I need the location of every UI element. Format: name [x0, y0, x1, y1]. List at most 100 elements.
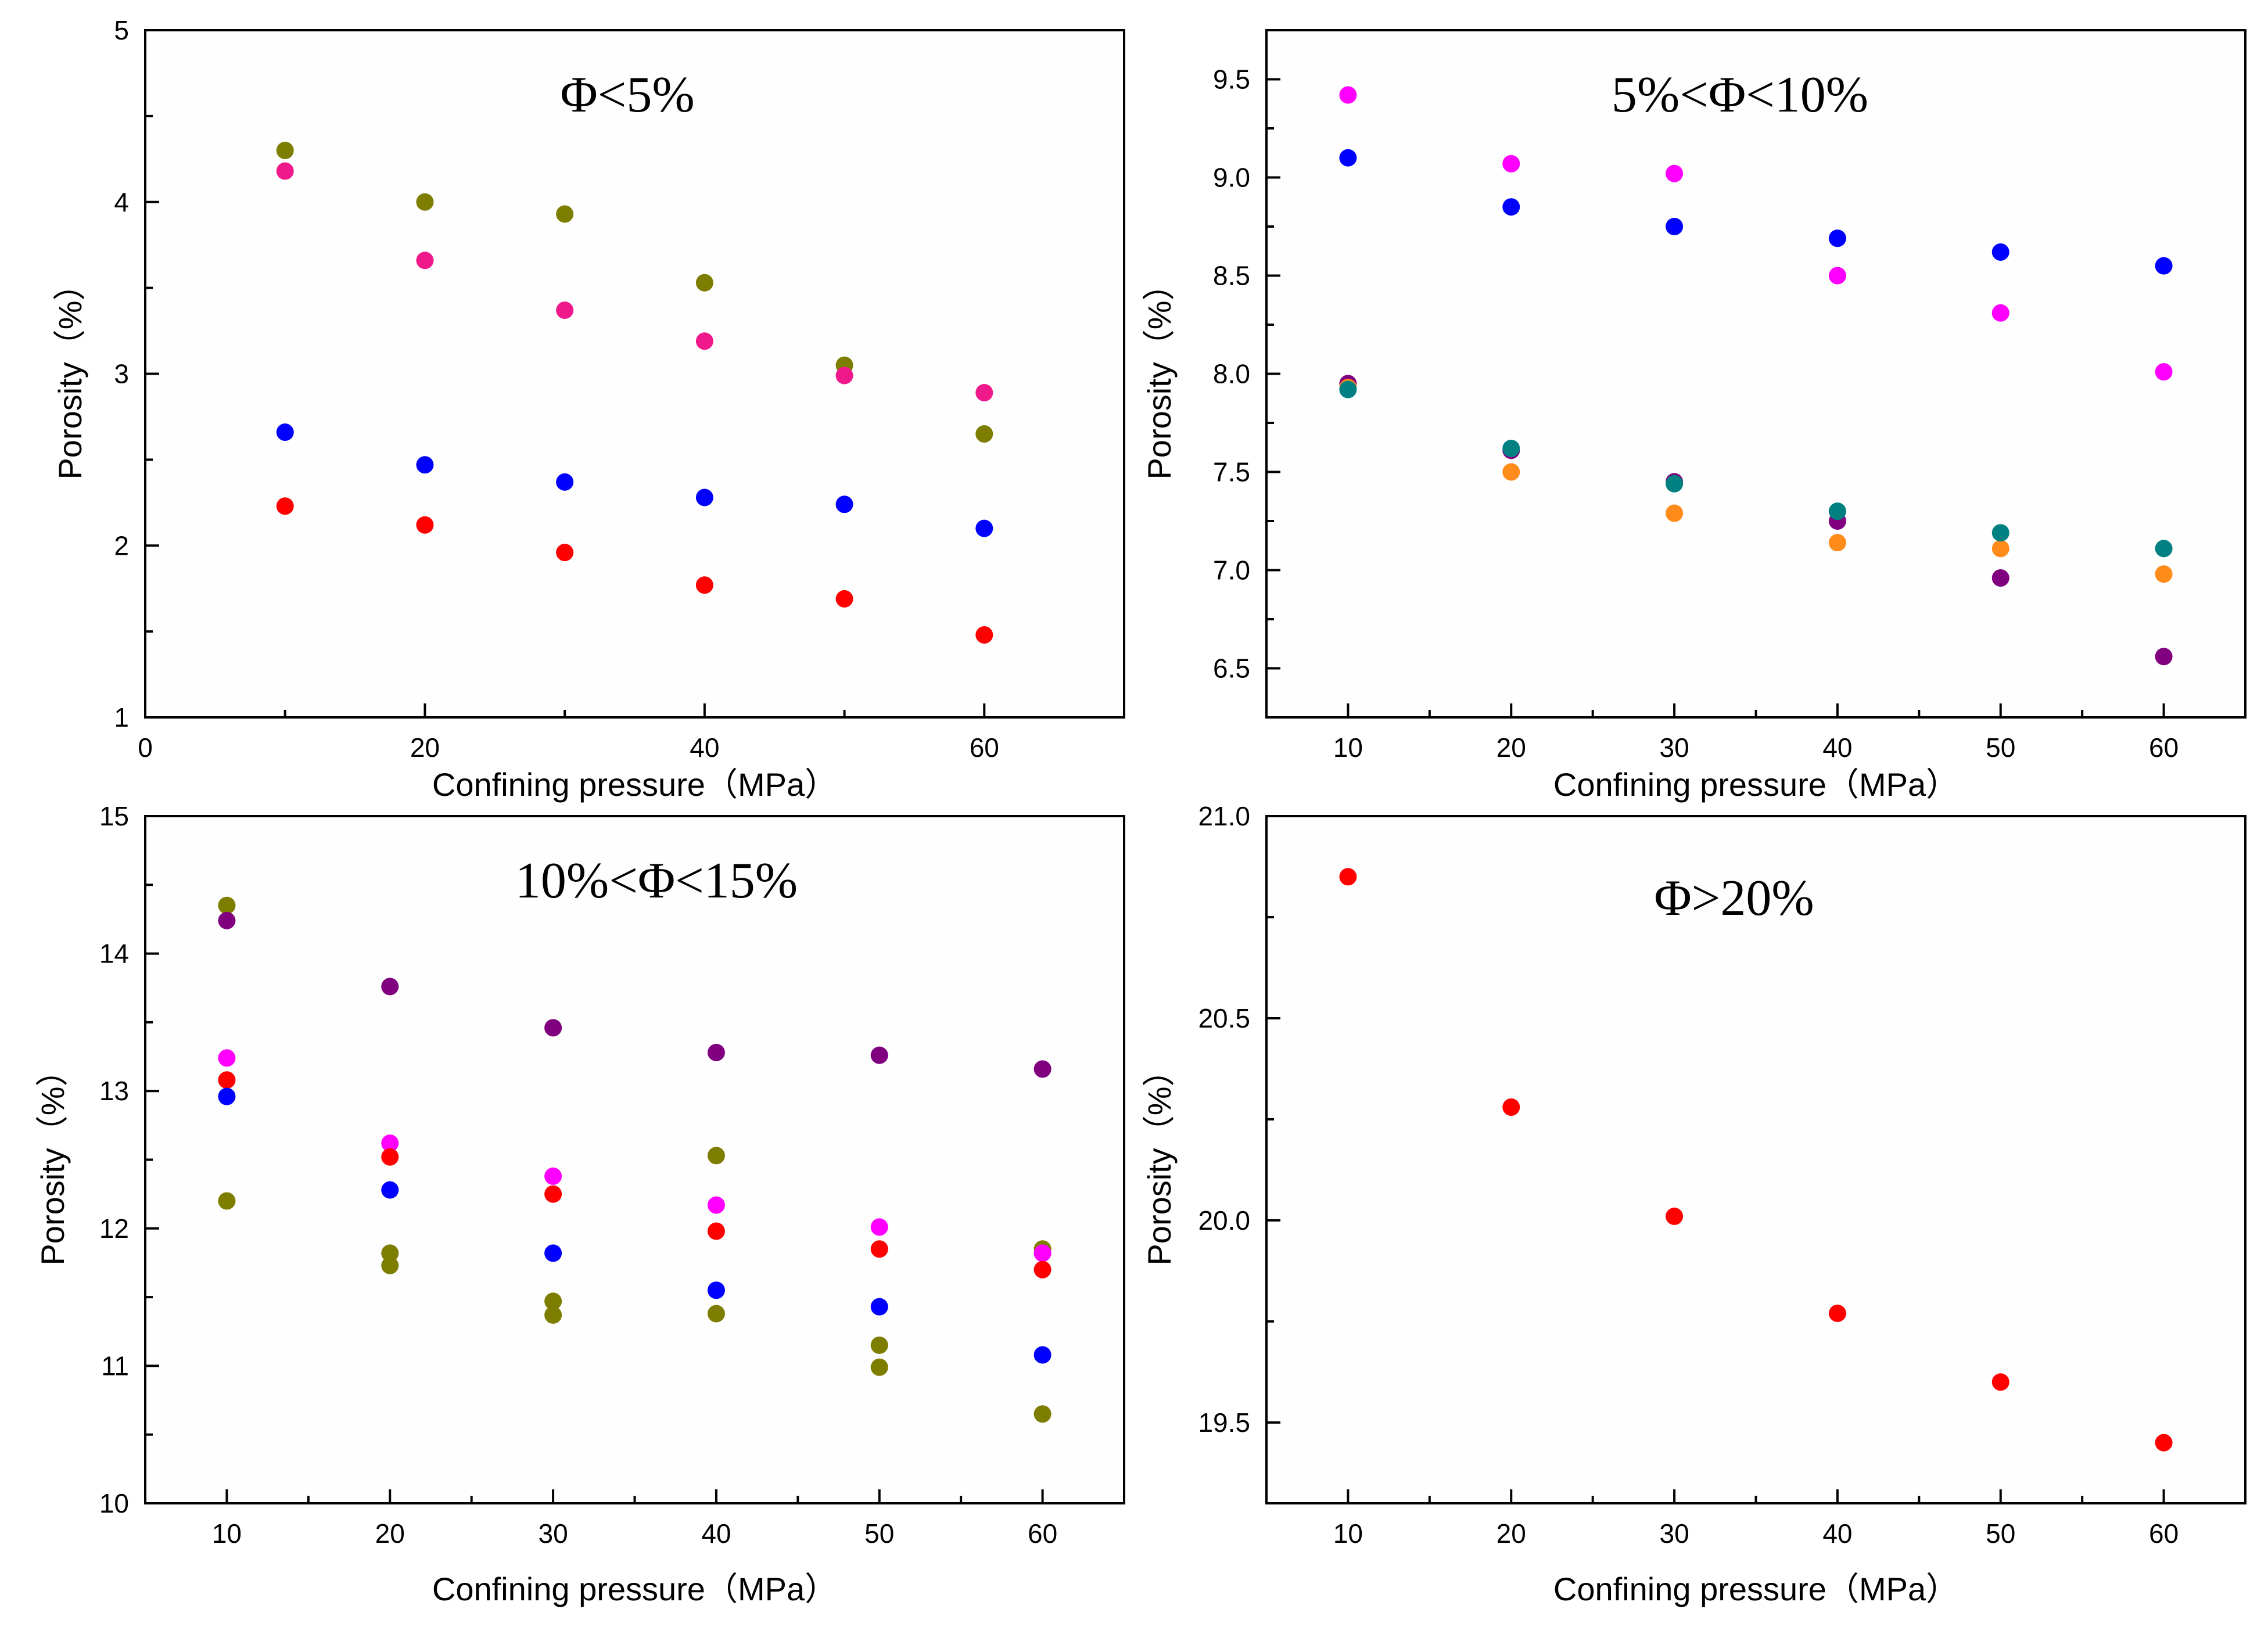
- x-tick-label: 60: [1028, 1518, 1057, 1549]
- data-point-teal: [1666, 475, 1684, 493]
- y-tick-label: 8.0: [1213, 359, 1250, 389]
- x-tick-label: 30: [1659, 1518, 1689, 1549]
- data-point-magenta: [1991, 304, 2009, 322]
- x-tick-label: 40: [690, 732, 719, 763]
- data-point-olive-1: [707, 1147, 725, 1165]
- data-point-red: [544, 1185, 562, 1203]
- point-layer: [1339, 86, 2173, 666]
- data-point-red: [870, 1240, 888, 1258]
- x-tick-label: 60: [970, 732, 999, 763]
- x-tick-label: 0: [138, 732, 153, 763]
- data-point-orange: [1991, 540, 2009, 558]
- y-tick-label: 2: [114, 530, 129, 561]
- y-tick-label: 10: [99, 1488, 129, 1518]
- data-point-pink: [276, 162, 294, 180]
- x-axis-title: Confining pressure（MPa）: [1553, 1571, 1958, 1607]
- plot-frame: [144, 815, 1125, 1504]
- x-tick-label: 40: [1822, 732, 1852, 763]
- tick-layer: 10 20 30 40 50 60 6.5 7.0 7.5 8.0 8.5 9.0 9.5: [1213, 64, 2179, 763]
- data-point-teal: [2155, 540, 2173, 558]
- y-tick-label: 7.0: [1213, 555, 1250, 586]
- x-tick-label: 20: [1497, 732, 1526, 763]
- y-tick-label: 7.5: [1213, 457, 1250, 487]
- panel-title: 10%<Φ<15%: [515, 853, 798, 909]
- plot-frame: [1265, 815, 2247, 1504]
- data-point-olive: [416, 193, 434, 211]
- data-point-pink: [835, 367, 853, 385]
- data-point-olive-2: [381, 1256, 399, 1274]
- y-axis-title: Porosity（%）: [34, 1054, 71, 1265]
- data-point-olive-2: [544, 1306, 562, 1324]
- x-tick-label: 20: [1497, 1518, 1526, 1549]
- x-axis-title: Confining pressure（MPa）: [432, 766, 837, 803]
- data-point-pink: [695, 332, 713, 350]
- y-tick-label: 8.5: [1213, 261, 1250, 291]
- data-point-red: [1828, 1304, 1846, 1322]
- data-point-red: [276, 497, 294, 515]
- y-tick-label: 14: [99, 939, 129, 969]
- y-tick-label: 19.5: [1198, 1407, 1250, 1438]
- data-point-blue: [975, 519, 993, 537]
- x-axis-title: Confining pressure（MPa）: [432, 1571, 837, 1607]
- x-tick-label: 50: [1986, 732, 2015, 763]
- data-point-purple: [707, 1043, 725, 1061]
- data-point-red: [416, 516, 434, 534]
- data-point-magenta: [1828, 267, 1846, 285]
- y-tick-label: 5: [114, 15, 129, 45]
- y-tick-label: 20.0: [1198, 1205, 1250, 1236]
- y-tick-label: 12: [99, 1213, 129, 1244]
- data-point-blue: [1828, 229, 1846, 247]
- tick-layer: 10 20 30 40 50 60 10 11 12 13 14 15: [99, 801, 1057, 1549]
- data-point-red: [1666, 1207, 1684, 1225]
- data-point-olive-2: [1033, 1405, 1052, 1423]
- tick-layer: 0 20 40 60 1 2 3 4 5: [114, 15, 1125, 763]
- data-point-blue: [707, 1281, 725, 1299]
- data-point-blue: [218, 1087, 236, 1105]
- data-point-blue: [870, 1298, 888, 1316]
- y-axis-title: Porosity（%）: [1141, 268, 1178, 479]
- x-tick-label: 10: [1333, 1518, 1363, 1549]
- data-point-magenta: [1502, 155, 1520, 173]
- data-point-pink: [556, 301, 574, 319]
- data-point-magenta: [218, 1049, 236, 1067]
- data-point-orange: [1666, 504, 1684, 522]
- y-tick-label: 9.0: [1213, 163, 1250, 193]
- x-tick-label: 40: [1822, 1518, 1852, 1549]
- x-tick-label: 40: [701, 1518, 731, 1549]
- data-point-olive-1: [218, 896, 236, 914]
- data-point-orange: [2155, 565, 2173, 583]
- y-tick-label: 13: [99, 1076, 129, 1106]
- y-tick-label: 6.5: [1213, 653, 1250, 684]
- y-tick-label: 11: [101, 1351, 129, 1381]
- data-point-red: [1991, 1373, 2009, 1391]
- tick-layer: 10 20 30 40 50 60 19.5 20.0 20.5 21.0: [1198, 801, 2179, 1549]
- data-point-orange: [1502, 463, 1520, 481]
- point-layer: [276, 142, 993, 644]
- y-tick-label: 1: [114, 702, 129, 732]
- panel-title: Φ>20%: [1654, 870, 1814, 926]
- data-point-blue: [381, 1181, 399, 1199]
- data-point-blue: [1666, 218, 1684, 235]
- data-point-red: [1339, 868, 1357, 886]
- data-point-red: [1033, 1260, 1052, 1279]
- x-tick-label: 60: [2149, 732, 2179, 763]
- data-point-purple: [218, 911, 236, 929]
- data-point-magenta: [1666, 164, 1684, 182]
- data-point-purple: [1033, 1060, 1052, 1078]
- data-point-teal: [1991, 524, 2009, 542]
- data-point-orange: [1828, 534, 1846, 552]
- point-layer: [218, 896, 1052, 1423]
- data-point-blue: [556, 473, 574, 491]
- data-point-magenta: [1033, 1244, 1052, 1262]
- x-tick-label: 10: [1333, 732, 1363, 763]
- data-point-teal: [1828, 502, 1846, 520]
- y-tick-label: 3: [114, 359, 129, 389]
- data-point-magenta: [2155, 363, 2173, 381]
- x-tick-label: 30: [538, 1518, 568, 1549]
- data-point-blue: [1339, 149, 1357, 167]
- x-tick-label: 50: [1986, 1518, 2015, 1549]
- x-axis-title: Confining pressure（MPa）: [1553, 766, 1958, 803]
- data-point-olive: [556, 205, 574, 223]
- x-tick-label: 60: [2149, 1518, 2179, 1549]
- y-tick-label: 4: [114, 187, 129, 217]
